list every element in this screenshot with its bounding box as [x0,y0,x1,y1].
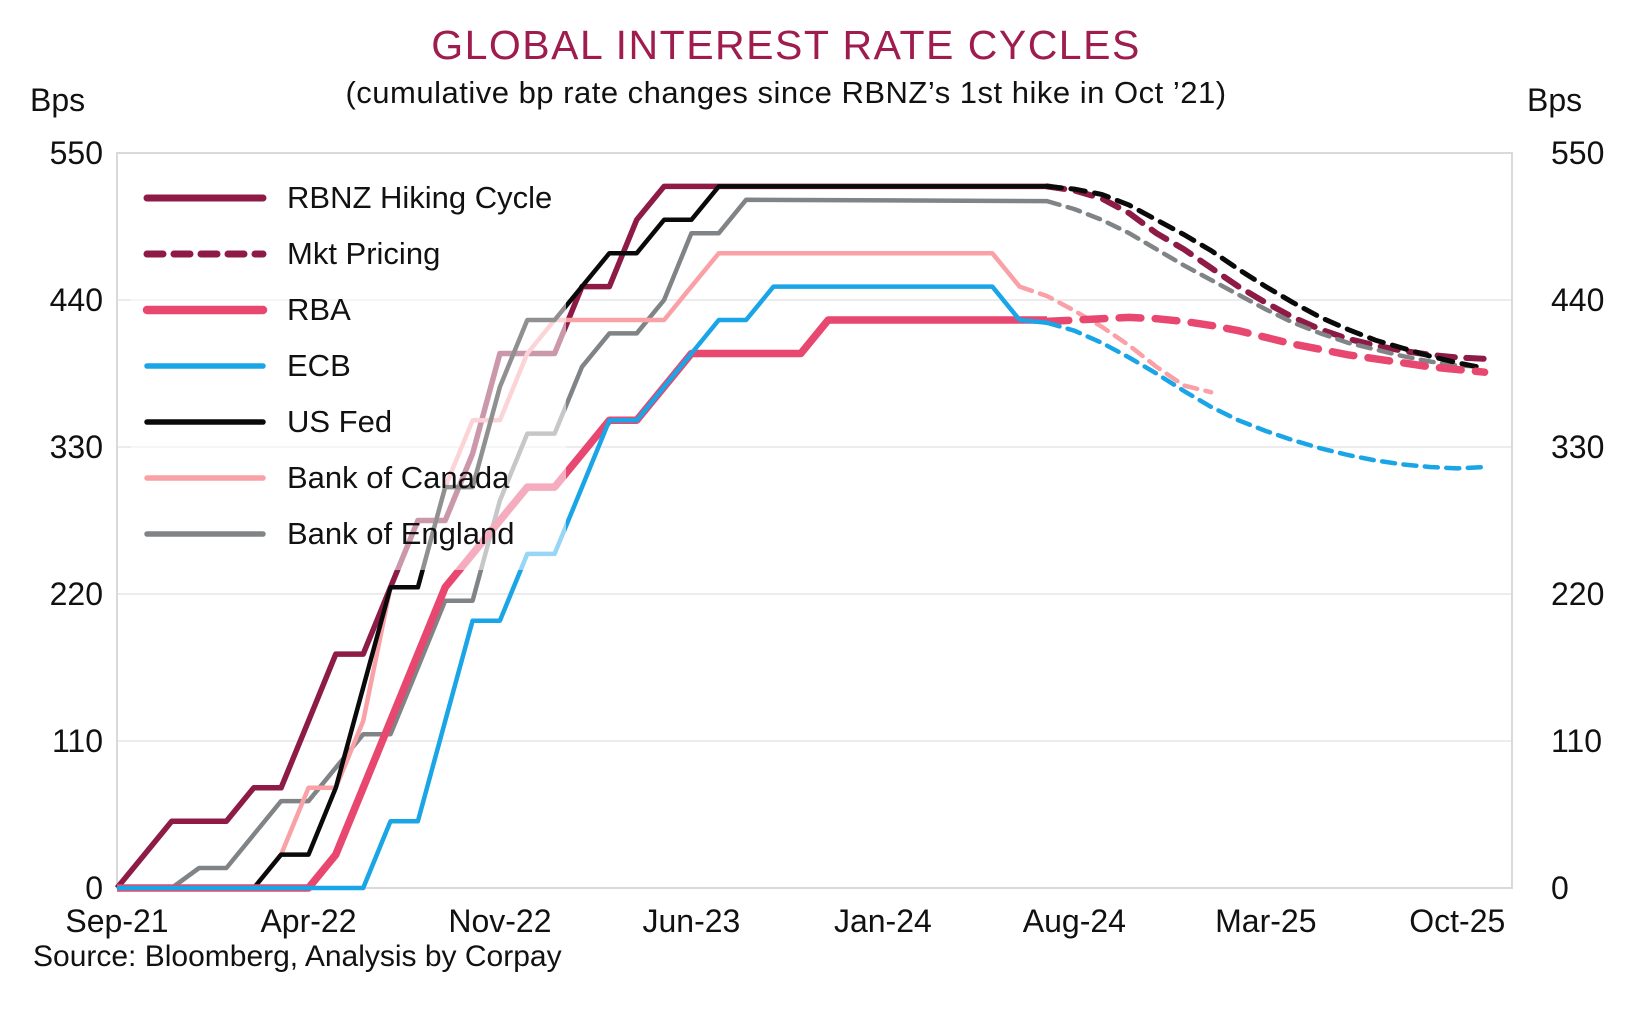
y-tick-right-110: 110 [1551,723,1603,759]
legend-swatch-icon [143,250,267,258]
legend-swatch-icon [143,194,267,202]
chart-title: GLOBAL INTEREST RATE CYCLES [431,22,1141,68]
x-tick-jan-24: Jan-24 [833,903,932,939]
x-tick-jun-23: Jun-23 [642,903,741,939]
y-tick-left-110: 110 [51,723,103,759]
legend-swatch-icon [144,475,266,481]
y-axis-unit-left: Bps [30,82,86,118]
y-tick-left-440: 440 [49,282,103,318]
y-tick-right-440: 440 [1551,282,1605,318]
chart-subtitle: (cumulative bp rate changes since RBNZ’s… [345,75,1227,110]
legend-item-bank-of-england: Bank of England [141,506,552,562]
y-tick-left-330: 330 [49,429,103,465]
y-tick-right-0: 0 [1551,870,1569,906]
legend-swatch-icon [144,531,266,537]
legend-swatch-icon [144,419,266,425]
source-note: Source: Bloomberg, Analysis by Corpay [33,940,562,973]
legend-item-rbnz-hiking-cycle: RBNZ Hiking Cycle [141,170,552,226]
legend-label: Bank of England [287,516,515,551]
legend-item-mkt-pricing: Mkt Pricing [141,226,552,282]
y-tick-right-550: 550 [1551,135,1605,171]
legend-item-ecb: ECB [141,338,552,394]
y-tick-right-330: 330 [1551,429,1605,465]
plot-frame [116,152,1513,889]
legend-label: RBNZ Hiking Cycle [287,180,553,215]
legend-label: ECB [287,348,351,383]
series-rba_mkt [1043,313,1489,376]
series-boe_mkt [1044,198,1487,370]
legend-swatch-icon [144,363,266,369]
series-ecb_actual [117,284,1048,891]
x-tick-sep-21: Sep-21 [65,903,169,939]
series-boc_mkt [1017,284,1214,395]
legend-item-rba: RBA [141,282,552,338]
y-tick-left-550: 550 [49,135,103,171]
y-tick-left-0: 0 [85,870,103,906]
legend-label: Bank of Canada [287,460,510,495]
x-tick-oct-25: Oct-25 [1409,903,1506,939]
series-boe_actual [117,197,1048,891]
legend-label: Mkt Pricing [287,236,441,271]
x-tick-apr-22: Apr-22 [260,903,357,939]
x-tick-mar-25: Mar-25 [1215,903,1317,939]
series-fed_mkt [1044,183,1488,371]
x-tick-aug-24: Aug-24 [1022,903,1126,939]
chart-legend: RBNZ Hiking Cycle Mkt Pricing RBA ECB US Fed… [131,162,567,570]
y-axis-unit-right: Bps [1527,82,1583,118]
legend-swatch-icon [142,305,268,315]
legend-label: RBA [287,292,351,327]
legend-label: US Fed [287,404,393,439]
y-tick-left-220: 220 [49,576,103,612]
series-rbnz_mkt [1044,183,1488,362]
y-tick-right-220: 220 [1551,576,1605,612]
series-ecb_mkt [1044,320,1487,471]
legend-item-bank-of-canada: Bank of Canada [141,450,552,506]
x-tick-nov-22: Nov-22 [448,903,552,939]
legend-item-us-fed: US Fed [141,394,552,450]
